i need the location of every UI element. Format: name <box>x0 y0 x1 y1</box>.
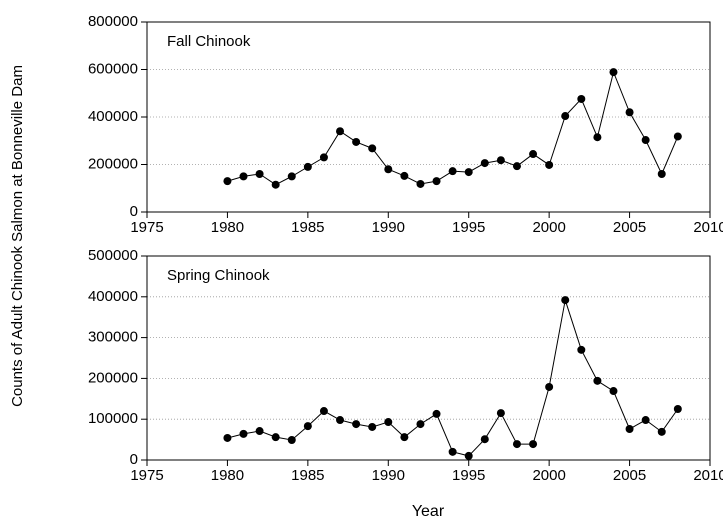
data-point <box>448 167 457 176</box>
x-tick-label: 2010 <box>693 219 723 236</box>
data-point <box>464 451 473 460</box>
data-point <box>303 162 312 171</box>
annotation: Fall Chinook <box>167 33 251 50</box>
data-point <box>496 156 505 165</box>
data-point <box>368 422 377 431</box>
x-tick-label: 1980 <box>211 219 244 236</box>
data-point <box>625 424 634 433</box>
data-point <box>352 420 361 429</box>
data-point <box>287 436 296 445</box>
data-point <box>657 170 666 178</box>
data-point <box>368 144 377 153</box>
data-point <box>448 447 457 456</box>
plot-frame <box>146 21 711 213</box>
data-point <box>529 150 538 159</box>
x-tick-label: 1990 <box>372 467 405 484</box>
data-point <box>561 296 570 305</box>
data-point <box>529 440 538 449</box>
y-tick-label: 600000 <box>88 60 138 77</box>
data-point <box>673 132 682 141</box>
y-tick-label: 100000 <box>88 410 138 427</box>
series-line <box>227 299 679 457</box>
data-point <box>593 133 602 142</box>
x-tick-label: 1990 <box>372 219 405 236</box>
x-tick-label: 1975 <box>130 219 163 236</box>
data-point <box>400 171 409 180</box>
data-point <box>545 382 554 391</box>
data-point <box>271 180 280 189</box>
x-tick-label: 2010 <box>693 467 723 484</box>
data-point <box>223 177 232 186</box>
y-tick-label: 0 <box>130 451 138 468</box>
data-point <box>561 112 570 121</box>
x-tick-label: 2005 <box>613 219 646 236</box>
data-point <box>625 108 634 117</box>
data-point <box>641 416 650 425</box>
data-point <box>657 427 666 436</box>
x-tick-label: 1980 <box>211 467 244 484</box>
x-tick-label: 1975 <box>130 467 163 484</box>
data-point <box>400 433 409 442</box>
data-point <box>609 68 618 77</box>
y-tick-label: 200000 <box>88 155 138 172</box>
data-point <box>577 345 586 354</box>
data-point <box>319 153 328 162</box>
data-point <box>464 168 473 177</box>
y-tick-label: 500000 <box>88 247 138 264</box>
data-point <box>336 416 345 425</box>
y-tick-label: 200000 <box>88 369 138 386</box>
data-point <box>416 420 425 429</box>
data-point <box>352 137 361 146</box>
data-point <box>336 127 345 136</box>
data-point <box>432 177 441 186</box>
data-point <box>287 172 296 181</box>
data-point <box>384 418 393 427</box>
data-point <box>239 172 248 181</box>
x-tick-label: 1995 <box>452 219 485 236</box>
data-point <box>545 160 554 169</box>
data-point <box>593 376 602 385</box>
x-tick-label: 1985 <box>291 219 324 236</box>
x-tick-label: 1995 <box>452 467 485 484</box>
data-point <box>480 435 489 444</box>
data-point <box>319 407 328 416</box>
x-tick-label: 2000 <box>532 467 565 484</box>
x-tick-label: 1985 <box>291 467 324 484</box>
annotation: Spring Chinook <box>167 267 270 284</box>
data-point <box>480 159 489 168</box>
x-tick-label: 2000 <box>532 219 565 236</box>
y-tick-label: 400000 <box>88 288 138 305</box>
data-point <box>384 165 393 174</box>
data-point <box>303 422 312 431</box>
data-point <box>673 405 682 413</box>
y-tick-label: 0 <box>130 203 138 220</box>
data-point <box>271 433 280 442</box>
data-point <box>255 427 264 436</box>
data-point <box>641 136 650 145</box>
y-tick-label: 300000 <box>88 329 138 346</box>
plot-frame <box>146 255 711 461</box>
data-point <box>609 387 618 396</box>
data-point <box>239 429 248 438</box>
data-point <box>223 433 232 442</box>
y-axis-label: Counts of Adult Chinook Salmon at Bonnev… <box>9 65 26 407</box>
data-point <box>416 179 425 188</box>
x-tick-label: 2005 <box>613 467 646 484</box>
data-point <box>496 409 505 418</box>
data-point <box>512 440 521 449</box>
data-point <box>255 170 264 178</box>
data-point <box>432 409 441 418</box>
data-point <box>577 94 586 103</box>
x-axis-label: Year <box>412 503 445 520</box>
y-tick-label: 400000 <box>88 108 138 125</box>
data-point <box>512 162 521 171</box>
y-tick-label: 800000 <box>88 13 138 30</box>
